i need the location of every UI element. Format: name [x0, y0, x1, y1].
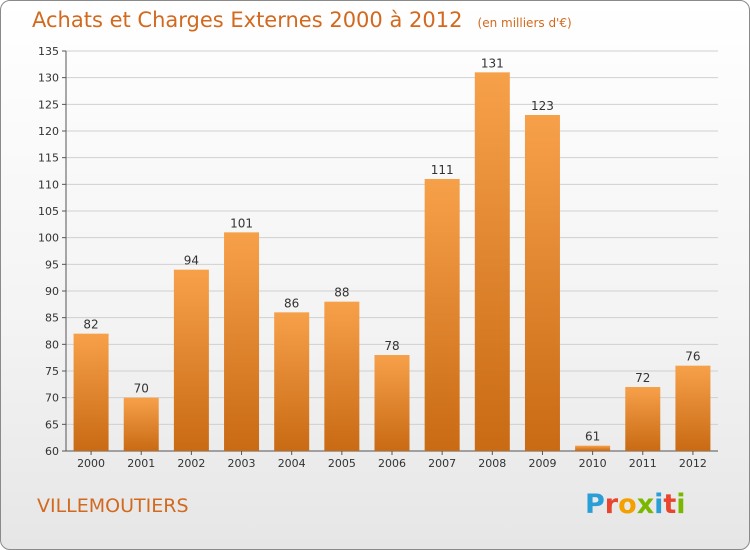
y-tick-label: 130	[38, 72, 59, 85]
bar	[374, 355, 410, 451]
data-label: 131	[481, 56, 504, 70]
brand-letter: P	[585, 489, 605, 520]
brand-letter: x	[636, 489, 655, 520]
x-tick-label: 2004	[278, 457, 306, 470]
x-tick-label: 2010	[579, 457, 607, 470]
y-tick-label: 60	[45, 445, 59, 458]
data-label: 76	[685, 350, 700, 364]
bar	[73, 333, 109, 451]
y-tick-label: 65	[45, 418, 59, 431]
data-label: 78	[384, 339, 399, 353]
x-tick-label: 2007	[428, 457, 456, 470]
brand-logo: Proxiti	[585, 489, 686, 520]
x-tick-label: 2012	[679, 457, 707, 470]
bars	[73, 72, 711, 451]
x-tick-label: 2000	[77, 457, 105, 470]
data-label: 123	[531, 99, 554, 113]
x-tick-label: 2008	[478, 457, 506, 470]
y-tick-label: 75	[45, 365, 59, 378]
data-label: 86	[284, 296, 299, 310]
data-labels: 82 70 94 101 86 88 78 111 131 123 61 72 76	[83, 56, 700, 443]
brand-letter: i	[676, 489, 686, 520]
bar	[474, 72, 510, 451]
bar	[524, 115, 560, 451]
x-tick-label: 2009	[528, 457, 556, 470]
location-name: VILLEMOUTIERS	[37, 495, 189, 517]
bar	[224, 232, 260, 451]
y-tick-label: 125	[38, 98, 59, 111]
y-tick-label: 70	[45, 392, 59, 405]
x-tick-label: 2003	[228, 457, 256, 470]
bar	[173, 269, 209, 451]
bar	[424, 179, 460, 451]
y-tick-label: 80	[45, 338, 59, 351]
brand-letter: r	[604, 489, 619, 520]
bar	[324, 301, 360, 451]
data-label: 72	[635, 371, 650, 385]
x-tick-label: 2005	[328, 457, 356, 470]
title-block: Achats et Charges Externes 2000 à 2012 (…	[32, 8, 572, 32]
brand-letter: i	[654, 489, 664, 520]
data-label: 61	[585, 430, 600, 444]
x-tick-label: 2002	[177, 457, 205, 470]
data-label: 82	[83, 318, 98, 332]
x-tick-label: 2006	[378, 457, 406, 470]
y-tick-label: 95	[45, 258, 59, 271]
chart-subtitle: (en milliers d'€)	[477, 16, 572, 30]
bar	[575, 445, 611, 451]
y-tick-label: 105	[38, 205, 59, 218]
data-label: 88	[334, 286, 349, 300]
data-label: 94	[184, 254, 199, 268]
y-tick-label: 120	[38, 125, 59, 138]
data-label: 111	[431, 163, 454, 177]
y-tick-label: 135	[38, 45, 59, 58]
y-tick-label: 110	[38, 178, 59, 191]
y-tick-label: 90	[45, 285, 59, 298]
brand-letter: t	[663, 489, 677, 520]
bar	[675, 365, 711, 451]
x-tick-label: 2011	[629, 457, 657, 470]
y-tick-label: 85	[45, 312, 59, 325]
data-label: 70	[134, 382, 149, 396]
y-tick-label: 115	[38, 152, 59, 165]
data-label: 101	[230, 216, 253, 230]
chart-title: Achats et Charges Externes 2000 à 2012	[32, 8, 463, 32]
bar	[274, 312, 310, 451]
bar	[625, 387, 661, 451]
brand-letter: o	[618, 489, 637, 520]
x-tick-label: 2001	[127, 457, 155, 470]
bar	[123, 397, 159, 451]
y-tick-label: 100	[38, 232, 59, 245]
